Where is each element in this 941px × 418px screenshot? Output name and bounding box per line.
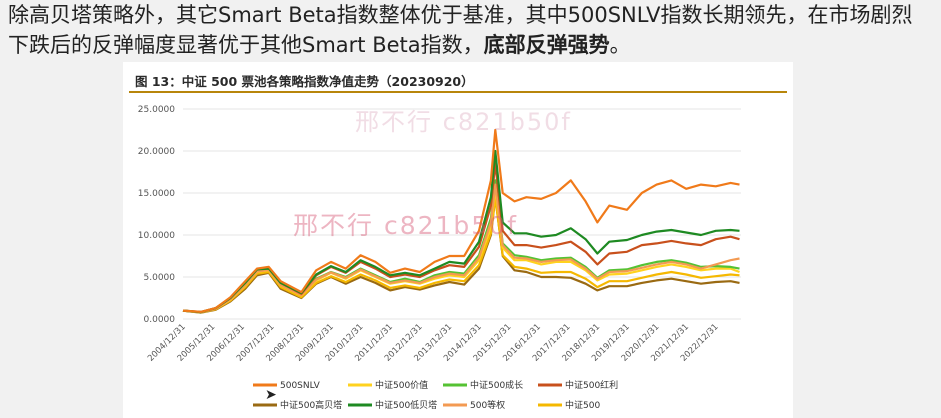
chart-title: 图 13：中证 500 票池各策略指数净值走势（20230920） bbox=[135, 74, 474, 89]
y-tick-label: 10.0000 bbox=[138, 231, 175, 241]
series-line bbox=[182, 183, 740, 314]
series-lines bbox=[182, 128, 740, 314]
y-tick-labels: 0.0000 5.0000 10.0000 15.0000 20.0000 25.0000 bbox=[138, 105, 175, 325]
legend-label: 中证500 bbox=[565, 399, 600, 411]
watermark: 邢不行 c821b50f bbox=[293, 211, 518, 240]
headline-end: 。 bbox=[609, 33, 631, 57]
headline-bold: 底部反弹强势 bbox=[483, 33, 610, 57]
legend-label: 中证500低贝塔 bbox=[375, 399, 437, 411]
legend-label: 中证500成长 bbox=[470, 379, 523, 391]
series-line bbox=[182, 128, 740, 313]
legend-label: 中证500高贝塔 bbox=[280, 399, 342, 411]
title-underline bbox=[129, 91, 787, 93]
line-chart: 0.0000 5.0000 10.0000 15.0000 20.0000 25.0000… bbox=[138, 105, 741, 411]
headline-text: 除高贝塔策略外，其它Smart Beta指数整体优于基准，其中500SNLV指数… bbox=[8, 0, 933, 60]
watermark-faint: 邢不行 c821b50f bbox=[355, 108, 572, 136]
series-line bbox=[182, 179, 740, 314]
legend-label: 中证500红利 bbox=[565, 379, 618, 391]
y-tick-label: 15.0000 bbox=[138, 189, 175, 199]
legend-label: 500SNLV bbox=[280, 381, 321, 391]
chart-panel: 图 13：中证 500 票池各策略指数净值走势（20230920） 0.0000… bbox=[123, 62, 793, 418]
y-tick-label: 5.0000 bbox=[144, 273, 176, 283]
headline-part1: 除高贝塔策略外，其它Smart Beta指数整体优于基准，其中500SNLV指数… bbox=[8, 3, 913, 57]
y-tick-label: 20.0000 bbox=[138, 147, 175, 157]
legend-label: 中证500价值 bbox=[375, 379, 428, 391]
y-tick-label: 25.0000 bbox=[138, 105, 175, 115]
x-tick-labels: 2004/12/312005/12/312006/12/312007/12/31… bbox=[146, 322, 721, 364]
mouse-cursor-icon: ➤ bbox=[265, 387, 277, 403]
legend-label: 500等权 bbox=[470, 399, 505, 411]
y-tick-label: 0.0000 bbox=[144, 315, 176, 325]
